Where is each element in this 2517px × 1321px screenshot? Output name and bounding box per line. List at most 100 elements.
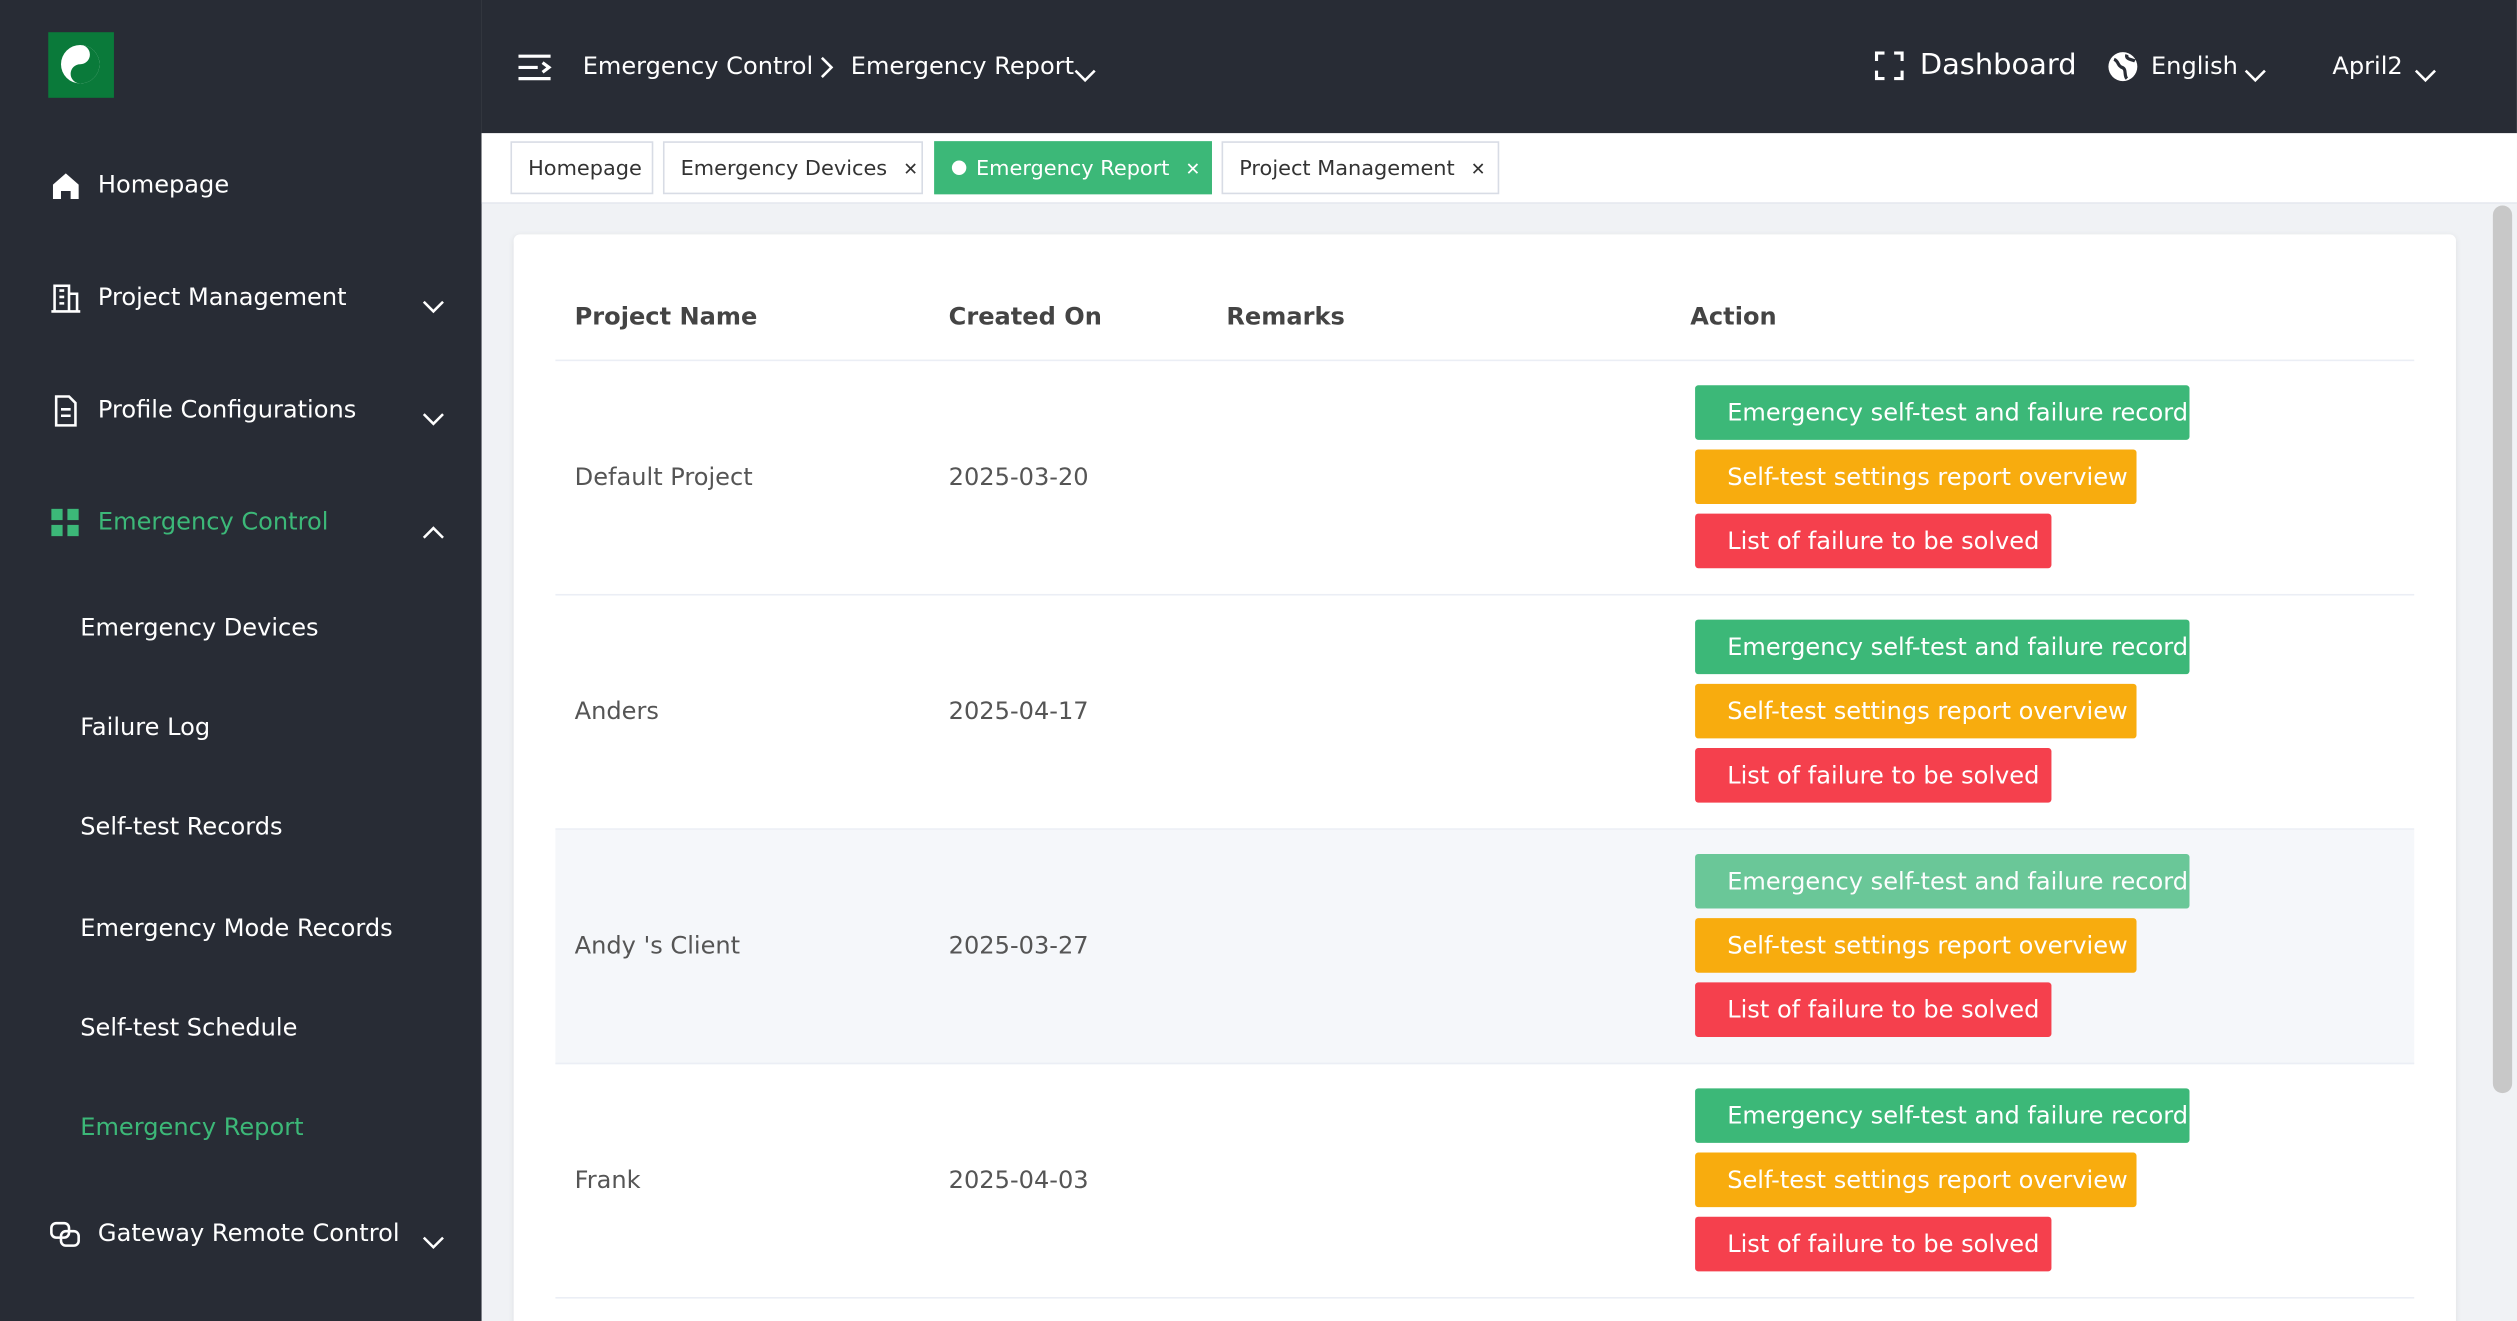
action-button[interactable]: Self-test settings report overview — [1695, 918, 2137, 973]
language-select[interactable]: English — [2151, 51, 2238, 80]
table-cell: 2025-04-03 — [949, 1165, 1089, 1194]
tab-label: Emergency Devices — [680, 157, 888, 182]
menu-icon — [50, 395, 82, 434]
submenu-item-text: Emergency Mode Records — [80, 913, 393, 943]
submenu-item-text: Emergency Devices — [80, 613, 319, 643]
table-cell: Andy 's Client — [575, 931, 740, 960]
action-button[interactable]: Self-test settings report overview — [1695, 449, 2137, 505]
action-button-text: List of failure to be solved — [1727, 1229, 2040, 1259]
menu-icon — [50, 283, 82, 322]
globe-icon — [2108, 52, 2138, 82]
table-cell: Frank — [575, 1165, 641, 1194]
tab[interactable]: Project Management ✕ — [1221, 141, 1500, 195]
language-select-text: English — [2150, 51, 2238, 81]
table-cell-text: Default Project — [574, 462, 753, 492]
action-button-text: List of failure to be solved — [1727, 760, 2040, 790]
menu-item[interactable]: Profile Configurations — [98, 395, 356, 424]
table-cell: 2025-03-20 — [949, 462, 1089, 491]
submenu-item-text: Failure Log — [80, 712, 211, 742]
row-line — [555, 1297, 2415, 1299]
menu-item-text: Emergency Control — [97, 507, 329, 537]
action-button[interactable]: Emergency self-test and failure record — [1695, 385, 2190, 440]
submenu-item[interactable]: Self-test Records — [80, 812, 282, 841]
action-button[interactable]: Emergency self-test and failure record — [1695, 1088, 2190, 1143]
action-button[interactable]: List of failure to be solved — [1695, 748, 2052, 803]
table-cell-text: Andy 's Client — [574, 931, 741, 960]
breadcrumb-item[interactable]: Emergency Control — [583, 51, 813, 80]
tab-close[interactable]: ✕ — [1470, 158, 1486, 180]
table-cell: Anders — [575, 697, 659, 726]
chevron — [422, 403, 444, 433]
tab[interactable]: Emergency Report ✕ — [934, 141, 1212, 195]
chevron — [422, 1226, 444, 1256]
menu-icon — [50, 1218, 82, 1257]
action-button-text: Emergency self-test and failure record — [1727, 1101, 2189, 1131]
menu-icon — [50, 507, 82, 546]
table-cell-text: Frank — [574, 1165, 641, 1195]
tab[interactable]: Emergency Devices ✕ — [662, 141, 923, 195]
menu-item[interactable]: Gateway Remote Control — [98, 1218, 400, 1247]
submenu-item-text: Self-test Schedule — [80, 1012, 298, 1042]
column-header-text: Action — [1690, 301, 1777, 331]
tab-label: Homepage — [528, 157, 642, 182]
table-cell-text: 2025-04-17 — [948, 696, 1089, 726]
action-button[interactable]: Emergency self-test and failure record — [1695, 619, 2190, 675]
menu-item-text: Gateway Remote Control — [97, 1218, 400, 1248]
action-button[interactable]: Self-test settings report overview — [1695, 683, 2137, 739]
column-header: Remarks — [1226, 302, 1344, 331]
menu-item-text: Homepage — [97, 170, 230, 200]
menu-icon — [50, 170, 82, 209]
user-menu-text: April2 — [2332, 51, 2403, 81]
submenu-item[interactable]: Self-test Schedule — [80, 1013, 297, 1042]
submenu-item[interactable]: Emergency Report — [80, 1112, 303, 1141]
table-cell: 2025-04-17 — [949, 697, 1089, 726]
submenu-item[interactable]: Emergency Mode Records — [80, 913, 392, 942]
scrollbar[interactable] — [2492, 205, 2513, 1094]
row-line — [555, 828, 2415, 830]
tab[interactable]: Homepage — [510, 141, 654, 195]
action-button[interactable]: List of failure to be solved — [1695, 982, 2052, 1037]
column-header: Action — [1690, 302, 1776, 331]
user-menu[interactable]: April2 — [2332, 51, 2402, 80]
dashboard-link[interactable]: Dashboard — [1920, 48, 2077, 82]
chevron — [2244, 59, 2266, 89]
table-cell-text: 2025-03-20 — [948, 462, 1089, 492]
table-cell: Default Project — [575, 462, 753, 491]
chevron — [422, 291, 444, 321]
submenu-item-text: Self-test Records — [80, 812, 283, 842]
action-button-text: Self-test settings report overview — [1727, 462, 2128, 492]
submenu-item[interactable]: Failure Log — [80, 713, 210, 742]
fullscreen-icon — [1874, 51, 1904, 81]
action-button-text: Emergency self-test and failure record — [1727, 866, 2189, 896]
tab-close[interactable]: ✕ — [1185, 158, 1201, 180]
logo — [48, 32, 114, 98]
column-header-text: Remarks — [1226, 301, 1345, 331]
action-button[interactable]: Self-test settings report overview — [1695, 1152, 2137, 1208]
menu-toggle[interactable] — [517, 53, 552, 82]
action-button-text: Self-test settings report overview — [1727, 1165, 2128, 1195]
chevron — [2414, 59, 2436, 89]
topbar — [481, 0, 2517, 134]
submenu-item-text: Emergency Report — [80, 1112, 304, 1142]
header-line — [555, 359, 2415, 362]
column-header: Created On — [949, 302, 1102, 331]
table-cell: 2025-03-27 — [949, 931, 1089, 960]
tab-close[interactable]: ✕ — [903, 158, 919, 180]
menu-item[interactable]: Emergency Control — [98, 507, 328, 536]
menu-item-text: Project Management — [97, 282, 347, 312]
action-button-text: Self-test settings report overview — [1727, 931, 2128, 960]
menu-item[interactable]: Project Management — [98, 283, 347, 312]
table-cell-text: 2025-03-27 — [948, 931, 1089, 960]
menu-item[interactable]: Homepage — [98, 170, 229, 199]
breadcrumb-item[interactable]: Emergency Report — [851, 51, 1074, 80]
action-button[interactable]: List of failure to be solved — [1695, 513, 2052, 569]
action-button[interactable]: List of failure to be solved — [1695, 1216, 2052, 1272]
action-button[interactable]: Emergency self-test and failure record — [1695, 853, 2190, 909]
column-header-text: Project Name — [574, 301, 758, 331]
table-cell-text: Anders — [574, 696, 659, 726]
column-header-text: Created On — [948, 301, 1102, 331]
tab-label: Project Management — [1239, 157, 1455, 182]
tab-label: Emergency Report — [975, 157, 1170, 182]
submenu-item[interactable]: Emergency Devices — [80, 613, 318, 642]
